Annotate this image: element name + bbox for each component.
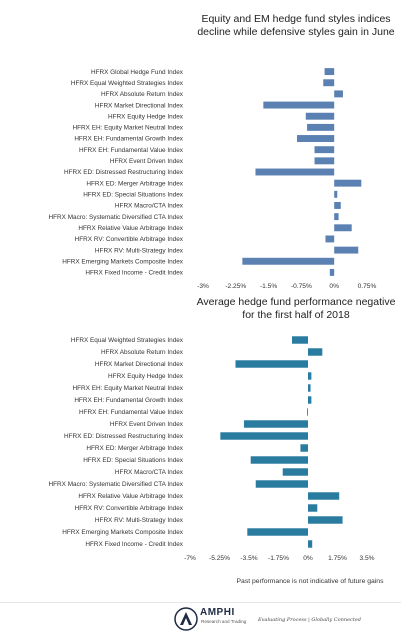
chart-1-x-tick-label: -1.5% — [260, 283, 277, 290]
chart-1-bar — [334, 213, 339, 221]
chart-2-bar — [308, 384, 311, 392]
chart-2-x-tick-label: -1.75% — [268, 555, 289, 562]
chart-2: HFRX Equal Weighted Strategies Index HFRX… — [49, 336, 375, 562]
chart-1-category-label: HFRX Fixed Income - Credit Index — [85, 270, 183, 277]
chart-2-bar — [307, 408, 308, 416]
chart-1-category-label: HFRX EH: Fundamental Growth Index — [74, 136, 183, 143]
chart-2-category-label: HFRX Event Driven Index — [110, 421, 184, 428]
chart-1-category-label: HFRX ED: Distressed Restructuring Index — [64, 169, 184, 176]
chart-2-category-label: HFRX ED: Special Situations Index — [83, 457, 184, 464]
chart-1: HFRX Global Hedge Fund Index HFRX Equal W… — [49, 68, 377, 290]
chart-2-x-tick-label: -3.5% — [240, 555, 257, 562]
brand-subtitle: Research and Trading — [201, 619, 247, 624]
chart-1-category-label: HFRX RV: Multi-Strategy Index — [95, 247, 184, 254]
chart-1-bar — [334, 190, 338, 198]
chart-2-category-label: HFRX ED: Distressed Restructuring Index — [64, 433, 184, 440]
chart-2-bar — [220, 432, 308, 440]
chart-2-title: Average hedge fund performance negative … — [196, 296, 396, 321]
chart-1-bar — [314, 146, 335, 154]
chart-1-bar — [329, 268, 335, 276]
chart-1-category-label: HFRX Market Directional Index — [95, 102, 184, 109]
chart-1-bar — [323, 79, 335, 87]
chart-2-bar — [308, 348, 323, 356]
disclaimer-text: Past performance is not indicative of fu… — [236, 578, 384, 585]
chart-2-x-tick-label: -7% — [184, 555, 196, 562]
chart-1-x-tick-label: -2.25% — [225, 283, 246, 290]
chart-1-x-tick-label: 0.75% — [358, 283, 377, 290]
chart-1-bar — [334, 179, 362, 187]
chart-1-bar — [255, 168, 335, 176]
chart-1-category-label: HFRX Macro: Systematic Diversified CTA I… — [49, 214, 184, 221]
chart-1-category-label: HFRX Relative Value Arbitrage Index — [78, 225, 183, 232]
chart-1-bar — [297, 135, 335, 142]
chart-2-category-label: HFRX Market Directional Index — [95, 361, 184, 368]
chart-1-x-tick-label: -0.75% — [291, 283, 312, 290]
chart-1-category-label: HFRX RV: Convertible Arbitrage Index — [75, 236, 184, 243]
chart-2-x-tick-label: 3.5% — [359, 555, 374, 562]
chart-2-bar — [250, 456, 308, 464]
chart-2-bar — [308, 396, 312, 404]
chart-2-category-label: HFRX EH: Equity Market Neutral Index — [73, 385, 184, 392]
chart-1-category-label: HFRX ED: Special Situations Index — [83, 192, 184, 199]
chart-1-bar — [334, 90, 343, 98]
chart-1-category-label: HFRX Macro/CTA Index — [115, 203, 184, 210]
chart-1-category-label: HFRX Absolute Return Index — [101, 91, 184, 98]
chart-2-bar — [308, 540, 313, 548]
chart-2-bar — [308, 516, 343, 524]
chart-2-category-label: HFRX Fixed Income - Credit Index — [85, 541, 183, 548]
chart-1-category-label: HFRX Equity Hedge Index — [108, 113, 184, 120]
chart-2-bar — [243, 420, 308, 428]
chart-1-category-label: HFRX Event Driven Index — [110, 158, 184, 165]
chart-2-category-label: HFRX Absolute Return Index — [101, 349, 184, 356]
footer-divider — [0, 602, 401, 603]
chart-2-x-tick-label: 0% — [303, 555, 313, 562]
brand-name: AMPHI — [200, 607, 235, 618]
chart-1-category-label: HFRX EH: Equity Market Neutral Index — [73, 125, 184, 132]
chart-2-bar — [282, 468, 308, 476]
chart-2-bar — [300, 444, 308, 452]
chart-2-bar — [308, 492, 340, 500]
chart-2-category-label: HFRX Emerging Markets Composite Index — [62, 529, 184, 536]
brand-tagline: Evaluating Process | Globally Connected — [258, 617, 361, 623]
chart-1-category-label: HFRX Global Hedge Fund Index — [91, 69, 184, 76]
chart-1-bar — [325, 235, 335, 243]
chart-2-category-label: HFRX ED: Merger Arbitrage Index — [86, 445, 183, 452]
chart-1-bar — [334, 224, 352, 232]
chart-1-bar — [334, 202, 341, 209]
chart-1-bar — [305, 112, 335, 120]
chart-2-category-label: HFRX Equal Weighted Strategies Index — [71, 337, 184, 344]
chart-2-bar — [308, 504, 318, 512]
chart-2-category-label: HFRX RV: Multi-Strategy Index — [95, 517, 184, 524]
amphi-logo-icon — [174, 607, 198, 631]
chart-2-bar — [291, 336, 308, 344]
chart-1-bar — [334, 246, 359, 254]
chart-2-category-label: HFRX Macro/CTA Index — [115, 469, 184, 476]
chart-2-category-label: HFRX Relative Value Arbitrage Index — [78, 493, 183, 500]
chart-1-title: Equity and EM hedge fund styles indices … — [197, 13, 395, 38]
chart-1-category-label: HFRX EH: Fundamental Value Index — [79, 147, 184, 154]
chart-1-bar — [324, 68, 335, 76]
chart-1-bar — [263, 101, 335, 109]
chart-1-category-label: HFRX Emerging Markets Composite Index — [62, 258, 184, 265]
chart-1-bar — [242, 257, 335, 265]
chart-2-category-label: HFRX EH: Fundamental Value Index — [79, 409, 184, 416]
chart-1-x-tick-label: 0% — [329, 283, 339, 290]
chart-2-bar — [255, 480, 308, 488]
chart-2-category-label: HFRX RV: Convertible Arbitrage Index — [75, 505, 184, 512]
chart-2-x-tick-label: -5.25% — [209, 555, 230, 562]
chart-2-bar — [235, 360, 308, 368]
chart-1-bar — [314, 157, 335, 165]
chart-2-category-label: HFRX EH: Fundamental Growth Index — [74, 397, 183, 404]
chart-1-bar — [307, 123, 335, 131]
chart-1-category-label: HFRX ED: Merger Arbitrage Index — [86, 180, 183, 187]
chart-2-bar — [308, 372, 312, 380]
chart-1-category-label: HFRX Equal Weighted Strategies Index — [71, 80, 184, 87]
chart-1-x-tick-label: -3% — [197, 283, 209, 290]
chart-2-category-label: HFRX Equity Hedge Index — [108, 373, 184, 380]
chart-2-x-tick-label: 1.75% — [328, 555, 347, 562]
chart-2-bar — [247, 528, 308, 536]
chart-2-category-label: HFRX Macro: Systematic Diversified CTA I… — [49, 481, 184, 488]
